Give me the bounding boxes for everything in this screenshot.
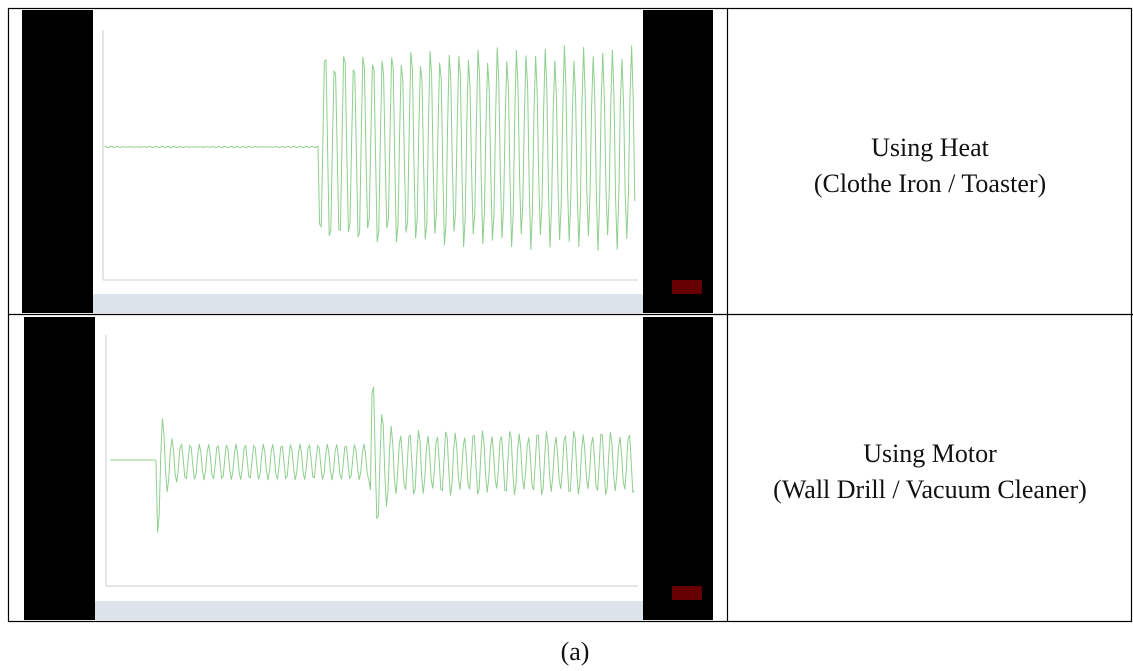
screenshot-motor [24, 317, 713, 620]
plotter-window [95, 317, 643, 601]
taskbar [93, 294, 643, 313]
plotter-window [93, 10, 643, 294]
overlay-logo [672, 280, 702, 294]
row-label: (Wall Drill / Vacuum Cleaner) [773, 475, 1087, 504]
row-label: (Clothe Iron / Toaster) [814, 169, 1046, 198]
taskbar [95, 601, 643, 620]
figure: Using Heat (Clothe Iron / Toaster) Using… [0, 0, 1133, 666]
figure-caption: (a) [561, 637, 590, 666]
screenshot-heat [22, 10, 713, 313]
overlay-logo [672, 586, 702, 600]
row-label: Using Heat [871, 133, 989, 162]
row-label: Using Motor [863, 439, 997, 468]
